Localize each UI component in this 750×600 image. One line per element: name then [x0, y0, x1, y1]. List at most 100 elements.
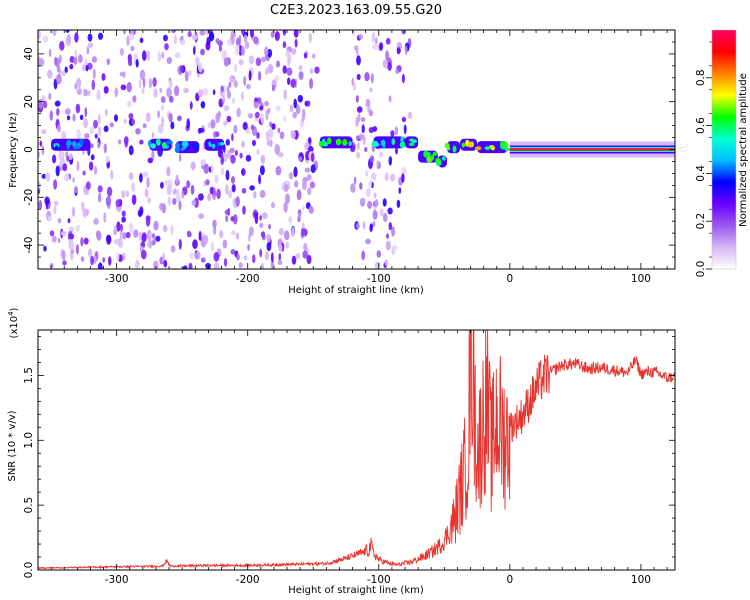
noise-cell — [151, 150, 155, 161]
noise-cell — [166, 184, 172, 196]
noise-cell — [153, 260, 159, 269]
noise-cell — [97, 262, 103, 269]
noise-cell — [115, 199, 120, 208]
y-tick-label: -40 — [23, 237, 35, 254]
noise-cell — [203, 163, 210, 174]
spectrogram-x-label: Height of straight line (km) — [288, 285, 424, 296]
noise-cell — [309, 181, 315, 189]
signal-cell — [452, 145, 457, 153]
noise-cell — [353, 176, 357, 185]
noise-cell — [285, 49, 290, 58]
noise-cell — [172, 188, 177, 195]
signal-cell — [66, 145, 70, 150]
noise-cell — [260, 112, 265, 124]
noise-cell — [116, 252, 120, 261]
noise-cell — [140, 249, 147, 260]
noise-cell — [62, 260, 67, 266]
noise-cell — [41, 145, 45, 155]
noise-cell — [259, 248, 263, 258]
noise-cell — [124, 136, 129, 146]
noise-cell — [310, 164, 316, 174]
noise-cell — [364, 146, 368, 153]
noise-cell — [236, 253, 240, 261]
noise-cell — [71, 206, 76, 217]
noise-cell — [266, 241, 272, 252]
noise-cell — [369, 155, 375, 163]
noise-cell — [241, 140, 246, 148]
noise-cell — [238, 59, 244, 66]
noise-cell — [227, 38, 232, 46]
noise-cell — [309, 68, 314, 74]
noise-cell — [292, 111, 298, 119]
colorbar-tick-label: 0.0 — [695, 261, 707, 278]
noise-cell — [270, 252, 274, 263]
noise-cell — [384, 172, 390, 181]
noise-cell — [160, 96, 166, 104]
noise-cell — [88, 248, 93, 258]
noise-cell — [55, 165, 60, 177]
snr-y-multiplier: (x104) — [7, 307, 20, 338]
noise-cell — [157, 110, 160, 119]
noise-cell — [215, 38, 220, 44]
noise-cell — [85, 181, 91, 190]
noise-cell — [243, 255, 248, 261]
noise-cell — [38, 30, 41, 39]
noise-cell — [242, 205, 246, 215]
noise-cell — [301, 205, 305, 211]
noise-cell — [168, 95, 174, 103]
noise-cell — [151, 132, 155, 139]
noise-cell — [123, 30, 126, 35]
noise-cell — [283, 89, 288, 100]
noise-cell — [48, 92, 52, 100]
noise-cell — [159, 202, 165, 211]
noise-cell — [209, 31, 215, 42]
noise-cell — [259, 189, 266, 198]
noise-cell — [183, 87, 189, 94]
signal-cell — [323, 141, 328, 147]
noise-cell — [226, 115, 232, 123]
noise-cell — [116, 221, 121, 232]
noise-cell — [259, 222, 264, 228]
noise-cell — [386, 233, 389, 239]
noise-cell — [365, 98, 371, 107]
noise-cell — [288, 172, 294, 180]
noise-cell — [401, 166, 407, 176]
noise-cell — [231, 176, 235, 184]
noise-cell — [368, 110, 374, 117]
noise-cell — [91, 56, 97, 63]
signal-cell — [408, 142, 415, 146]
signal-cell — [327, 137, 332, 145]
noise-cell — [145, 112, 151, 123]
noise-cell — [113, 225, 118, 236]
signal-cell — [484, 146, 491, 151]
noise-cell — [232, 98, 236, 104]
noise-cell — [233, 124, 238, 134]
noise-cell — [207, 193, 212, 202]
noise-cell — [200, 158, 206, 167]
noise-cell — [57, 124, 61, 133]
noise-cell — [97, 113, 101, 125]
noise-cell — [86, 46, 90, 55]
spectrogram-signal — [51, 136, 675, 168]
noise-cell — [260, 56, 266, 63]
noise-cell — [103, 143, 108, 154]
noise-cell — [73, 56, 78, 65]
noise-cell — [274, 31, 280, 42]
noise-cell — [83, 88, 88, 97]
noise-cell — [401, 116, 407, 123]
noise-cell — [60, 230, 67, 237]
noise-cell — [90, 154, 95, 161]
noise-cell — [171, 30, 177, 33]
noise-cell — [54, 100, 61, 107]
noise-cell — [369, 223, 373, 230]
noise-cell — [241, 168, 246, 176]
signal-cell — [432, 151, 438, 156]
noise-cell — [64, 173, 70, 183]
noise-cell — [356, 73, 361, 81]
noise-cell — [129, 30, 134, 36]
noise-cell — [103, 86, 109, 94]
noise-cell — [379, 208, 384, 217]
noise-cell — [170, 121, 175, 130]
noise-cell — [164, 179, 170, 185]
